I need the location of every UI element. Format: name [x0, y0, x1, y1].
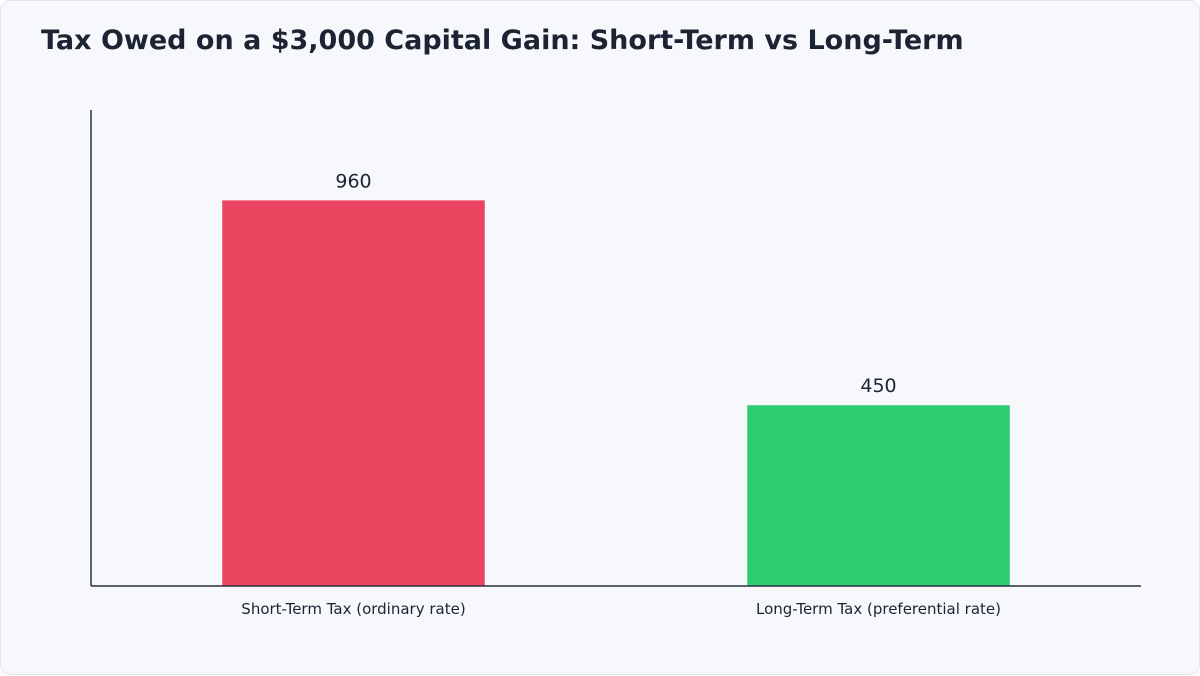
bar-2 [747, 405, 1010, 586]
bars-group [222, 200, 1010, 586]
x-tick-labels-group: Short-Term Tax (ordinary rate) Long-Term … [241, 600, 1001, 618]
bar-1 [222, 200, 485, 586]
chart-title: Tax Owed on a $3,000 Capital Gain: Short… [41, 25, 964, 56]
bar-value-label-2: 450 [860, 375, 896, 397]
value-labels-group: 960 450 [335, 170, 896, 397]
x-tick-label-2: Long-Term Tax (preferential rate) [756, 600, 1001, 618]
x-tick-label-1: Short-Term Tax (ordinary rate) [241, 600, 465, 618]
bar-value-label-1: 960 [335, 170, 371, 192]
